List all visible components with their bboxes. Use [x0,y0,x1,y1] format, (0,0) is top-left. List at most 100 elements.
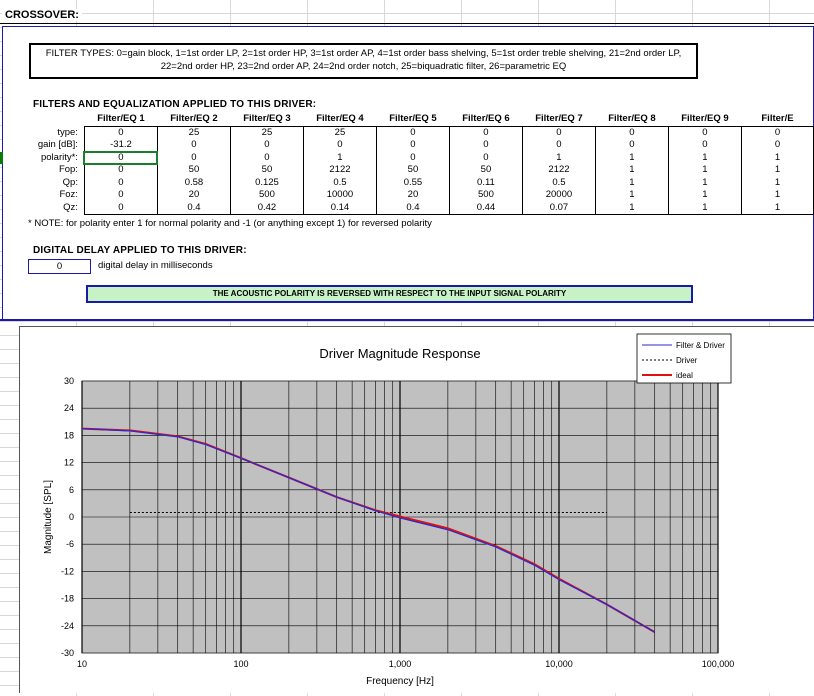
table-cell[interactable]: 1 [594,164,669,177]
table-cell[interactable]: 0 [229,139,304,152]
table-cell[interactable]: 1 [667,201,742,215]
table-cell[interactable]: 0 [302,139,377,152]
table-cell[interactable]: 1 [594,151,669,164]
table-cell[interactable]: 0 [667,139,742,152]
table-cell[interactable]: 0 [667,126,742,139]
table-cell[interactable]: 0.125 [229,176,304,189]
table-cell[interactable]: 0.4 [375,201,450,215]
table-cell[interactable]: 1 [667,164,742,177]
table-cell[interactable]: 0 [83,150,159,165]
title-underline [0,23,814,24]
y-axis-label: Magnitude [SPL] [43,480,54,554]
chart-area[interactable]: 30 24 18 12 6 0 -6 -12 -18 -24 -30 10 100 1,000 10,000… [19,326,814,693]
column-header: Filter/EQ 4 [303,113,377,127]
table-cell[interactable]: 1 [594,189,669,202]
filter-table: Filter/EQ 1 Filter/EQ 2 Filter/EQ 3 Filt… [14,113,814,215]
table-cell[interactable]: 0 [448,126,523,139]
table-cell[interactable]: -31.2 [83,139,158,152]
table-cell[interactable]: 2122 [302,164,377,177]
table-cell[interactable]: 20000 [521,189,596,202]
filters-heading: FILTERS AND EQUALIZATION APPLIED TO THIS… [33,99,317,110]
table-cell[interactable]: 10000 [302,189,377,202]
y-tick-label: -18 [61,594,74,604]
table-cell[interactable]: 50 [448,164,523,177]
column-header: Filter/EQ 8 [595,113,669,127]
table-cell[interactable]: 0 [448,151,523,164]
table-cell[interactable]: 1 [740,164,814,177]
table-cell[interactable]: 0.07 [521,201,596,215]
filter-table-header: Filter/EQ 1 Filter/EQ 2 Filter/EQ 3 Filt… [14,113,814,127]
table-cell[interactable]: 1 [740,201,814,215]
table-cell[interactable]: 0.5 [302,176,377,189]
table-cell[interactable]: 0.44 [448,201,523,215]
table-cell[interactable]: 0 [83,189,158,202]
table-cell[interactable]: 0 [229,151,304,164]
row-label: Qz: [63,202,78,213]
table-cell[interactable]: 1 [740,176,814,189]
x-tick-label: 10 [77,659,87,669]
legend-entry: ideal [676,371,693,380]
table-cell[interactable]: 25 [229,126,304,139]
table-cell[interactable]: 25 [156,126,231,139]
chart-title: Driver Magnitude Response [319,346,480,361]
legend-entry: Filter & Driver [676,341,725,350]
table-cell[interactable]: 0 [521,126,596,139]
table-cell[interactable]: 1 [740,189,814,202]
x-tick-label: 10,000 [545,659,573,669]
y-tick-label: -12 [61,566,74,576]
table-cell[interactable]: 0 [448,139,523,152]
table-cell[interactable]: 0.11 [448,176,523,189]
table-cell[interactable]: 25 [302,126,377,139]
y-tick-label: 24 [64,403,74,413]
table-cell[interactable]: 1 [594,201,669,215]
table-cell[interactable]: 0.14 [302,201,377,215]
table-cell[interactable]: 0 [594,139,669,152]
table-cell[interactable]: 1 [594,176,669,189]
table-cell[interactable]: 1 [740,151,814,164]
table-cell[interactable]: 1 [667,189,742,202]
y-tick-label: -30 [61,648,74,658]
table-cell[interactable]: 2122 [521,164,596,177]
panel-bottom-border [0,319,814,321]
table-cell[interactable]: 0.42 [229,201,304,215]
table-cell[interactable]: 20 [156,189,231,202]
table-cell[interactable]: 0.4 [156,201,231,215]
column-header: Filter/EQ 9 [668,113,742,127]
table-cell[interactable]: 0 [521,139,596,152]
table-cell[interactable]: 0.55 [375,176,450,189]
table-cell[interactable]: 0 [83,164,158,177]
table-cell[interactable]: 1 [667,151,742,164]
table-row: Foz: 0 20 500 10000 20 500 20000 1 1 1 [14,189,814,202]
table-cell[interactable]: 500 [448,189,523,202]
row-label: Qp: [62,176,78,188]
table-cell[interactable]: 0 [83,176,158,189]
table-cell[interactable]: 0 [740,126,814,139]
table-row: Qp: 0 0.58 0.125 0.5 0.55 0.11 0.5 1 1 1 [14,176,814,189]
table-cell[interactable]: 20 [375,189,450,202]
table-cell[interactable]: 50 [229,164,304,177]
table-cell[interactable]: 0 [375,126,450,139]
y-tick-label: -24 [61,621,74,631]
table-cell[interactable]: 0 [83,126,158,139]
table-cell[interactable]: 1 [302,151,377,164]
table-cell[interactable]: 0 [375,139,450,152]
row-label: Fop: [58,164,78,176]
table-cell[interactable]: 0 [156,139,231,152]
table-cell[interactable]: 0 [740,139,814,152]
table-cell[interactable]: 0 [83,201,158,215]
table-cell[interactable]: 50 [156,164,231,177]
delay-input[interactable]: 0 [28,259,91,274]
table-cell[interactable]: 0 [156,151,231,164]
table-cell[interactable]: 1 [667,176,742,189]
table-cell[interactable]: 0.58 [156,176,231,189]
table-cell[interactable]: 50 [375,164,450,177]
table-cell[interactable]: 500 [229,189,304,202]
table-cell[interactable]: 0.5 [521,176,596,189]
row-label: type: [57,126,78,138]
column-header: Filter/EQ 2 [157,113,231,127]
table-cell[interactable]: 1 [521,151,596,164]
row-marker [0,152,3,164]
table-cell[interactable]: 0 [594,126,669,139]
table-cell[interactable]: 0 [375,151,450,164]
